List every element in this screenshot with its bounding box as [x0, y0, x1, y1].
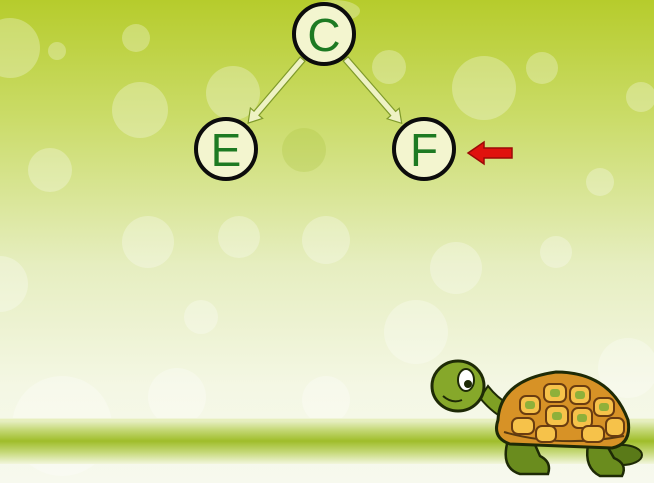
node-label: E	[210, 124, 242, 176]
edge-arrow-c-to-f	[342, 55, 403, 125]
node-label: C	[307, 9, 341, 61]
tree-node-e: E	[194, 117, 258, 181]
tree-node-f: F	[392, 117, 456, 181]
edge-arrow-c-to-e	[247, 56, 306, 124]
tree-node-c: C	[292, 2, 356, 66]
node-label: F	[409, 124, 439, 176]
